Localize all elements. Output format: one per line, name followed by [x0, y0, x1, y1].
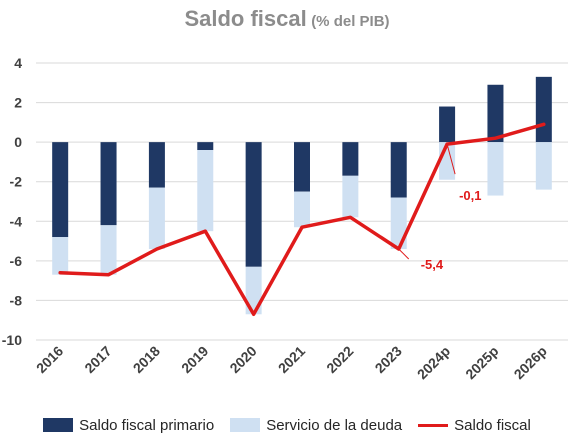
bar-saldo-fiscal-primario — [390, 142, 407, 198]
legend-label-primary: Saldo fiscal primario — [79, 416, 215, 434]
line-point-saldo-fiscal — [203, 229, 207, 233]
line-point-saldo-fiscal — [155, 247, 159, 251]
bar-servicio-de-la-deuda — [294, 191, 310, 228]
chart-title-main: Saldo fiscal — [184, 6, 307, 31]
chart-legend: Saldo fiscal primario Servicio de la deu… — [0, 413, 574, 437]
bar-saldo-fiscal-primario — [439, 106, 456, 143]
y-tick-label: 4 — [14, 55, 22, 71]
bar-servicio-de-la-deuda — [535, 142, 552, 190]
chart-title-subtitle: (% del PIB) — [311, 13, 390, 30]
y-tick-label: -10 — [2, 332, 22, 348]
bar-servicio-de-la-deuda — [52, 237, 69, 275]
annotation-label: -0,1 — [459, 188, 481, 203]
x-tick-label: 2016 — [33, 343, 66, 376]
bar-servicio-de-la-deuda — [487, 142, 504, 196]
legend-swatch-debt-service — [230, 418, 261, 432]
bar-servicio-de-la-deuda — [197, 150, 214, 232]
bar-servicio-de-la-deuda — [245, 266, 262, 315]
line-point-saldo-fiscal — [252, 312, 256, 316]
legend-item-primary: Saldo fiscal primario — [43, 417, 214, 434]
legend-item-debt-service: Servicio de la deuda — [230, 417, 402, 434]
x-tick-label: 2019 — [178, 343, 211, 376]
line-point-saldo-fiscal — [58, 271, 62, 275]
x-tick-label: 2023 — [372, 343, 405, 376]
x-tick-label: 2026p — [511, 343, 550, 382]
bar-saldo-fiscal-primario — [148, 142, 165, 188]
x-tick-label: 2020 — [226, 343, 259, 376]
bar-saldo-fiscal-primario — [197, 142, 214, 151]
chart-title: Saldo fiscal (% del PIB) — [0, 6, 574, 32]
y-tick-label: -2 — [10, 174, 23, 190]
line-point-saldo-fiscal — [542, 122, 546, 126]
line-point-saldo-fiscal — [300, 225, 304, 229]
y-tick-label: -8 — [10, 292, 23, 308]
line-point-saldo-fiscal — [107, 273, 111, 277]
y-tick-label: -4 — [10, 213, 23, 229]
annotation-leader — [398, 248, 410, 260]
annotation-leader — [446, 143, 456, 175]
x-tick-label: 2018 — [130, 343, 163, 376]
x-tick-label: 2021 — [275, 343, 308, 376]
y-tick-label: 2 — [14, 95, 22, 111]
bar-saldo-fiscal-primario — [535, 76, 552, 143]
bar-servicio-de-la-deuda — [148, 187, 165, 249]
line-point-saldo-fiscal — [348, 215, 352, 219]
x-tick-label: 2024p — [414, 343, 453, 382]
legend-item-fiscal-balance: Saldo fiscal — [418, 417, 531, 434]
legend-swatch-primary — [43, 418, 74, 432]
bar-saldo-fiscal-primario — [100, 142, 117, 226]
x-tick-label: 2025p — [462, 343, 501, 382]
x-tick-label: 2022 — [323, 343, 356, 376]
bar-saldo-fiscal-primario — [487, 84, 504, 143]
bar-servicio-de-la-deuda — [390, 197, 407, 249]
annotation-label: -5,4 — [421, 257, 444, 272]
bar-servicio-de-la-deuda — [342, 175, 359, 218]
line-point-saldo-fiscal — [493, 136, 497, 140]
legend-label-debt-service: Servicio de la deuda — [266, 416, 403, 434]
bar-saldo-fiscal-primario — [342, 142, 359, 176]
legend-label-fiscal-balance: Saldo fiscal — [454, 416, 531, 434]
chart-area: 4 2 0 -2 -4 -6 -8 -10 -5,4 -0,1 2016 2017 2018 2019 20… — [2, 55, 568, 382]
bar-saldo-fiscal-primario — [52, 142, 69, 238]
bar-saldo-fiscal-primario — [245, 142, 262, 267]
y-tick-label: -6 — [10, 253, 23, 269]
legend-swatch-fiscal-balance — [418, 423, 449, 427]
y-tick-label: 0 — [14, 134, 22, 150]
bar-servicio-de-la-deuda — [100, 225, 117, 275]
x-tick-label: 2017 — [81, 343, 114, 376]
bar-saldo-fiscal-primario — [294, 142, 310, 192]
